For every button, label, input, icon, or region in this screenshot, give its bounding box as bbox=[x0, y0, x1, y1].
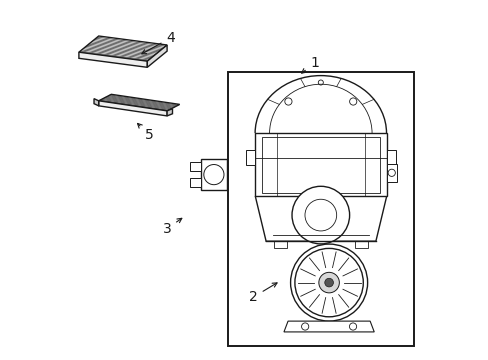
Text: 2: 2 bbox=[248, 283, 277, 304]
Text: 5: 5 bbox=[137, 123, 153, 142]
Polygon shape bbox=[255, 133, 386, 196]
Polygon shape bbox=[284, 321, 373, 332]
Polygon shape bbox=[255, 196, 386, 241]
Circle shape bbox=[291, 186, 349, 244]
Polygon shape bbox=[246, 150, 255, 165]
FancyBboxPatch shape bbox=[273, 241, 286, 248]
Polygon shape bbox=[190, 162, 201, 171]
Text: 3: 3 bbox=[163, 218, 182, 235]
Circle shape bbox=[318, 272, 339, 293]
Polygon shape bbox=[94, 99, 99, 106]
Polygon shape bbox=[79, 36, 167, 61]
Circle shape bbox=[294, 248, 363, 317]
Text: 1: 1 bbox=[301, 56, 319, 73]
Polygon shape bbox=[99, 94, 179, 111]
Polygon shape bbox=[201, 159, 226, 190]
Circle shape bbox=[290, 244, 367, 321]
Polygon shape bbox=[386, 150, 395, 165]
Text: 4: 4 bbox=[142, 31, 175, 54]
Polygon shape bbox=[261, 137, 379, 193]
FancyBboxPatch shape bbox=[354, 241, 367, 248]
Polygon shape bbox=[167, 109, 172, 116]
Circle shape bbox=[349, 323, 356, 330]
Polygon shape bbox=[147, 45, 167, 67]
Circle shape bbox=[324, 278, 333, 287]
Polygon shape bbox=[99, 101, 167, 116]
Polygon shape bbox=[79, 52, 147, 67]
Circle shape bbox=[301, 323, 308, 330]
Polygon shape bbox=[386, 164, 396, 182]
Polygon shape bbox=[190, 178, 201, 187]
